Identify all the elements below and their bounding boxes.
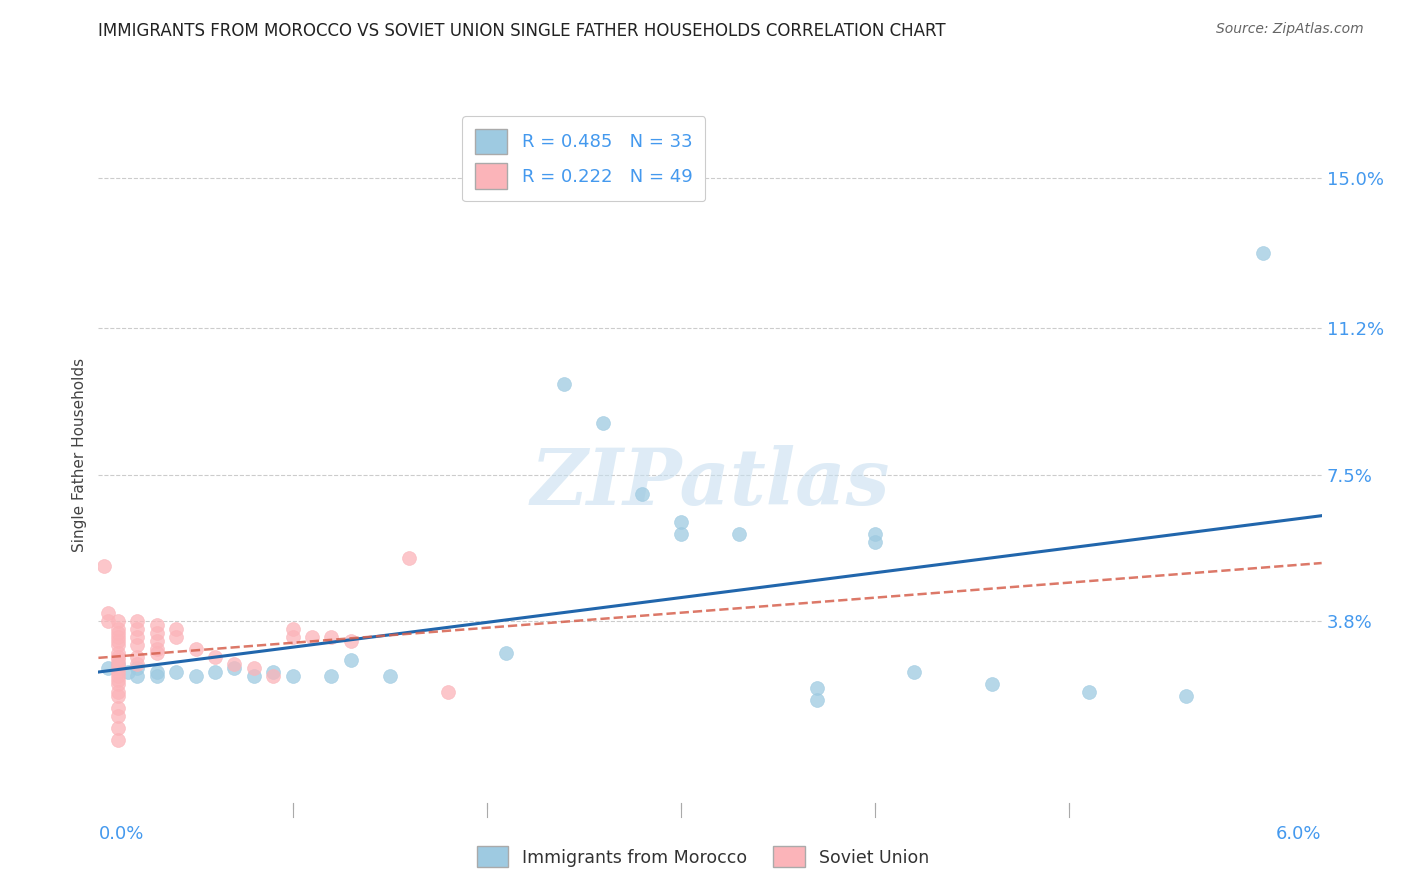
Point: [281, 622, 304, 636]
Point: [107, 614, 129, 628]
Point: [224, 657, 246, 672]
Point: [127, 622, 149, 636]
Point: [165, 630, 187, 644]
Point: [806, 693, 828, 707]
Point: [592, 417, 614, 431]
Point: [97, 661, 120, 675]
Point: [281, 630, 304, 644]
Text: ZIPatlas: ZIPatlas: [530, 444, 890, 521]
Point: [184, 641, 207, 656]
Point: [107, 677, 129, 691]
Point: [127, 630, 149, 644]
Point: [262, 669, 284, 683]
Point: [107, 630, 129, 644]
Point: [301, 630, 323, 644]
Point: [495, 646, 517, 660]
Point: [863, 527, 886, 541]
Text: Source: ZipAtlas.com: Source: ZipAtlas.com: [1216, 22, 1364, 37]
Point: [145, 625, 167, 640]
Legend: Immigrants from Morocco, Soviet Union: Immigrants from Morocco, Soviet Union: [470, 839, 936, 874]
Point: [184, 669, 207, 683]
Point: [145, 665, 167, 680]
Point: [669, 515, 692, 529]
Point: [127, 657, 149, 672]
Point: [669, 527, 692, 541]
Text: IMMIGRANTS FROM MOROCCO VS SOVIET UNION SINGLE FATHER HOUSEHOLDS CORRELATION CHA: IMMIGRANTS FROM MOROCCO VS SOVIET UNION …: [98, 22, 946, 40]
Point: [242, 669, 264, 683]
Text: 6.0%: 6.0%: [1277, 825, 1322, 843]
Point: [631, 487, 654, 501]
Point: [1077, 685, 1099, 699]
Point: [378, 669, 401, 683]
Point: [340, 653, 363, 667]
Point: [204, 649, 226, 664]
Point: [107, 649, 129, 664]
Point: [165, 622, 187, 636]
Point: [903, 665, 925, 680]
Point: [224, 661, 246, 675]
Text: 0.0%: 0.0%: [98, 825, 143, 843]
Point: [97, 614, 120, 628]
Point: [127, 661, 149, 675]
Point: [806, 681, 828, 695]
Point: [107, 661, 129, 675]
Point: [97, 606, 120, 620]
Point: [107, 653, 129, 667]
Legend: R = 0.485   N = 33, R = 0.222   N = 49: R = 0.485 N = 33, R = 0.222 N = 49: [463, 116, 706, 202]
Point: [93, 558, 115, 573]
Point: [321, 669, 343, 683]
Point: [281, 669, 304, 683]
Point: [107, 622, 129, 636]
Point: [107, 721, 129, 735]
Point: [127, 638, 149, 652]
Point: [340, 633, 363, 648]
Point: [980, 677, 1002, 691]
Point: [107, 673, 129, 688]
Point: [204, 665, 226, 680]
Point: [553, 376, 575, 391]
Point: [863, 534, 886, 549]
Point: [107, 701, 129, 715]
Point: [1174, 689, 1197, 703]
Point: [145, 669, 167, 683]
Point: [165, 665, 187, 680]
Point: [127, 614, 149, 628]
Point: [117, 665, 139, 680]
Point: [1253, 246, 1275, 260]
Point: [398, 550, 420, 565]
Point: [107, 657, 129, 672]
Point: [145, 633, 167, 648]
Point: [437, 685, 460, 699]
Point: [145, 618, 167, 632]
Point: [107, 657, 129, 672]
Point: [127, 669, 149, 683]
Point: [107, 732, 129, 747]
Point: [262, 665, 284, 680]
Point: [107, 708, 129, 723]
Point: [107, 665, 129, 680]
Y-axis label: Single Father Households: Single Father Households: [72, 358, 87, 552]
Point: [107, 638, 129, 652]
Point: [321, 630, 343, 644]
Point: [107, 669, 129, 683]
Point: [145, 641, 167, 656]
Point: [107, 633, 129, 648]
Point: [127, 649, 149, 664]
Point: [107, 646, 129, 660]
Point: [728, 527, 751, 541]
Point: [242, 661, 264, 675]
Point: [107, 625, 129, 640]
Point: [145, 646, 167, 660]
Point: [107, 685, 129, 699]
Point: [107, 689, 129, 703]
